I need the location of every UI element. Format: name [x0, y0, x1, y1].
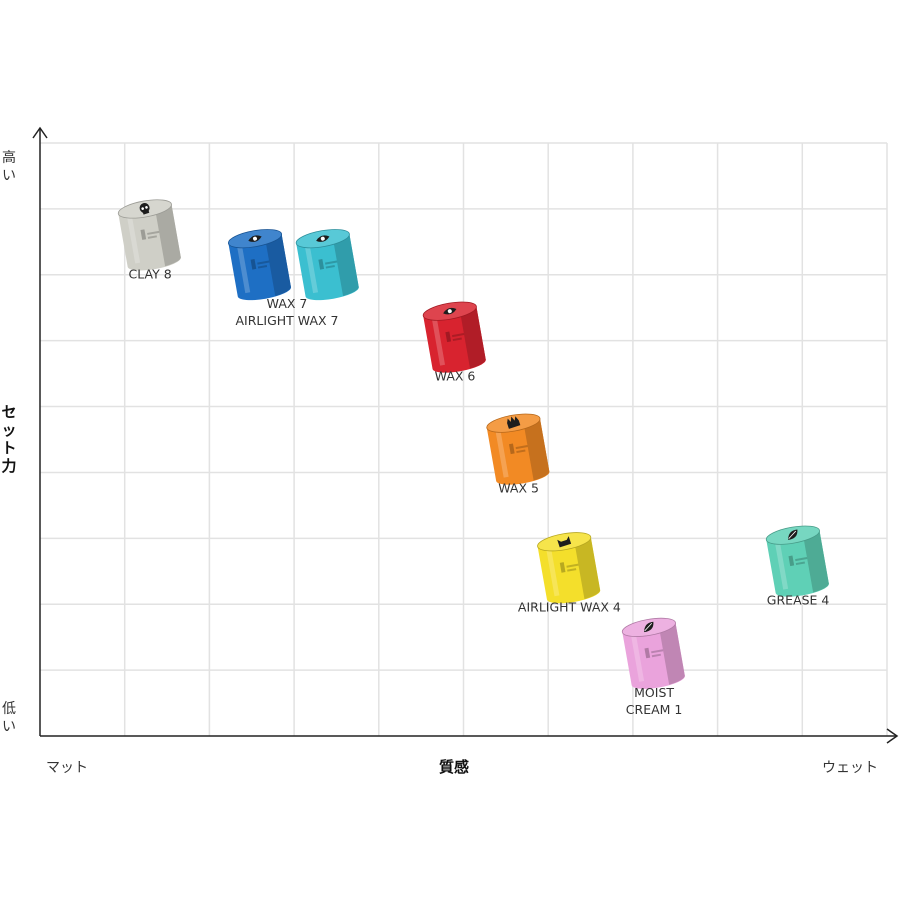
product-tin: [422, 299, 487, 376]
product-marks: [117, 196, 830, 692]
product-label: GREASE 4: [767, 593, 830, 608]
product-label: WAX 5: [498, 481, 539, 496]
product-label: WAX 7: [267, 296, 308, 311]
product-label: MOIST: [634, 685, 674, 700]
y-axis-max-label: 高い: [2, 149, 16, 184]
product-label: AIRLIGHT WAX 4: [518, 599, 621, 614]
x-axis-title: 質感: [439, 758, 469, 776]
product-label: AIRLIGHT WAX 7: [236, 313, 339, 328]
product-label: CREAM 1: [626, 702, 683, 717]
product-tin: [765, 523, 830, 600]
x-axis-min-label: マット: [46, 760, 88, 776]
y-axis-title: セット力: [1, 403, 16, 475]
product-label: WAX 6: [435, 369, 476, 384]
product-tin: [485, 411, 550, 488]
product-tin: [295, 226, 360, 303]
product-label: CLAY 8: [129, 267, 172, 282]
y-axis-min-label: 低い: [2, 701, 16, 735]
product-tin: [227, 226, 292, 303]
product-tin: [536, 529, 601, 606]
product-tin: [621, 615, 686, 692]
x-axis-max-label: ウェット: [822, 760, 878, 776]
product-tin: [117, 196, 182, 273]
